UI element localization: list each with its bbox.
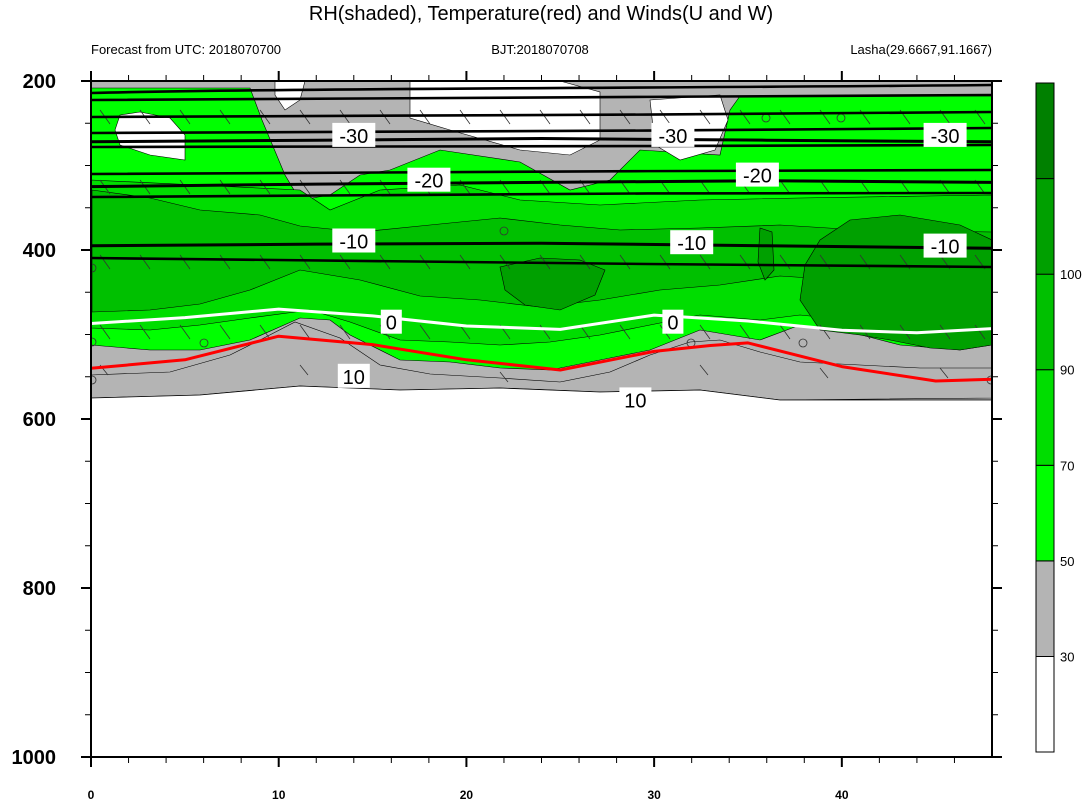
- chart-title: RH(shaded), Temperature(red) and Winds(U…: [309, 3, 773, 25]
- contour-label-box: [619, 387, 652, 412]
- y-tick-label: 800: [23, 578, 56, 600]
- contour-label-box: [332, 122, 376, 147]
- x-tick-label: 20: [460, 788, 474, 802]
- colorbar-box: [1035, 369, 1055, 466]
- contour-label: -30: [339, 126, 368, 148]
- contour-label: -30: [658, 126, 687, 148]
- contour-label-box: [670, 230, 714, 255]
- calm-circle: [499, 226, 509, 236]
- temperature-contours: [91, 137, 992, 383]
- colorbar-box: [1035, 560, 1055, 658]
- contour-neg30: [91, 137, 992, 144]
- rh-white-2: [409, 81, 601, 156]
- contour-label: 10: [624, 390, 646, 412]
- contour-neg10: [91, 241, 992, 250]
- contour-0: [91, 307, 992, 335]
- colorbar-box: [1035, 655, 1055, 753]
- contour-label-box: [651, 122, 695, 147]
- x-tick-label: 30: [647, 788, 661, 802]
- contour-label: 0: [386, 313, 397, 335]
- colorbar-box: [1035, 464, 1055, 562]
- colorbar-box: [1035, 273, 1055, 371]
- contour-label: -10: [339, 232, 368, 254]
- contour-label-box: [923, 233, 967, 258]
- ground-mask: [91, 385, 992, 757]
- isotherm-line: [91, 110, 992, 119]
- contour-label-box: [662, 309, 684, 334]
- x-tick-label: 10: [272, 788, 286, 802]
- colorbar: 30 50 70 90 100: [1035, 82, 1082, 753]
- wind-barb: [99, 364, 949, 383]
- isotherm-line: [91, 83, 992, 95]
- contour-neg20: [91, 179, 992, 189]
- isotherm-line: [91, 168, 992, 176]
- contour-label-box: [407, 167, 451, 192]
- colorbar-tick-label: 90: [1060, 363, 1074, 378]
- rh-white-4: [274, 81, 306, 111]
- rh-band-dark-1: [499, 257, 606, 311]
- left-subtitle: Forecast from UTC: 2018070700: [91, 42, 281, 57]
- colorbar-box: [1035, 82, 1055, 180]
- colorbar-tick-label: 30: [1060, 649, 1074, 664]
- y-tick-label: 600: [23, 409, 56, 431]
- contour-label-box: [735, 162, 779, 187]
- contour-labels: -30 -30 -30 -20 -20 -10 -10 -10 0 0 10 10: [332, 122, 967, 412]
- isotherm-line: [91, 126, 992, 135]
- colorbar-tick-label: 70: [1060, 458, 1074, 473]
- contour-10: [91, 334, 992, 383]
- contour-label-box: [380, 309, 402, 334]
- colorbar-tick-label: 50: [1060, 554, 1074, 569]
- x-tick-label: 40: [835, 788, 849, 802]
- isotherm-line: [91, 143, 992, 149]
- contour-label-box: [337, 363, 370, 388]
- contour-label: -20: [743, 166, 772, 188]
- rh-band-dark-2: [757, 227, 775, 281]
- calm-circle: [199, 338, 209, 348]
- contour-label: -10: [931, 237, 960, 259]
- y-tick-label: 200: [23, 71, 56, 93]
- plot-area: -30 -30 -30 -20 -20 -10 -10 -10 0 0 10 10: [91, 81, 992, 757]
- colorbar-box: [1035, 178, 1055, 275]
- contour-label: -10: [677, 233, 706, 255]
- contour-label: 0: [667, 313, 678, 335]
- contour-label-box: [923, 122, 967, 147]
- upper-isotherms: [91, 83, 992, 269]
- colorbar-tick-label: 100: [1060, 267, 1082, 282]
- contour-label: 10: [343, 367, 365, 389]
- y-tick-label: 1000: [12, 747, 57, 769]
- x-tick-label: 0: [88, 788, 95, 802]
- isotherm-line: [91, 93, 992, 102]
- isotherm-line: [91, 191, 992, 199]
- center-subtitle: BJT:2018070708: [491, 42, 589, 57]
- isotherm-line: [91, 256, 992, 269]
- y-tick-label: 400: [23, 240, 56, 262]
- contour-label: -20: [414, 171, 443, 193]
- x-axis: 0 10 20 30 40: [88, 71, 955, 802]
- contour-label: -30: [931, 126, 960, 148]
- contour-label-box: [332, 228, 376, 253]
- right-subtitle: Lasha(29.6667,91.1667): [850, 42, 992, 57]
- calm-circle: [798, 338, 808, 348]
